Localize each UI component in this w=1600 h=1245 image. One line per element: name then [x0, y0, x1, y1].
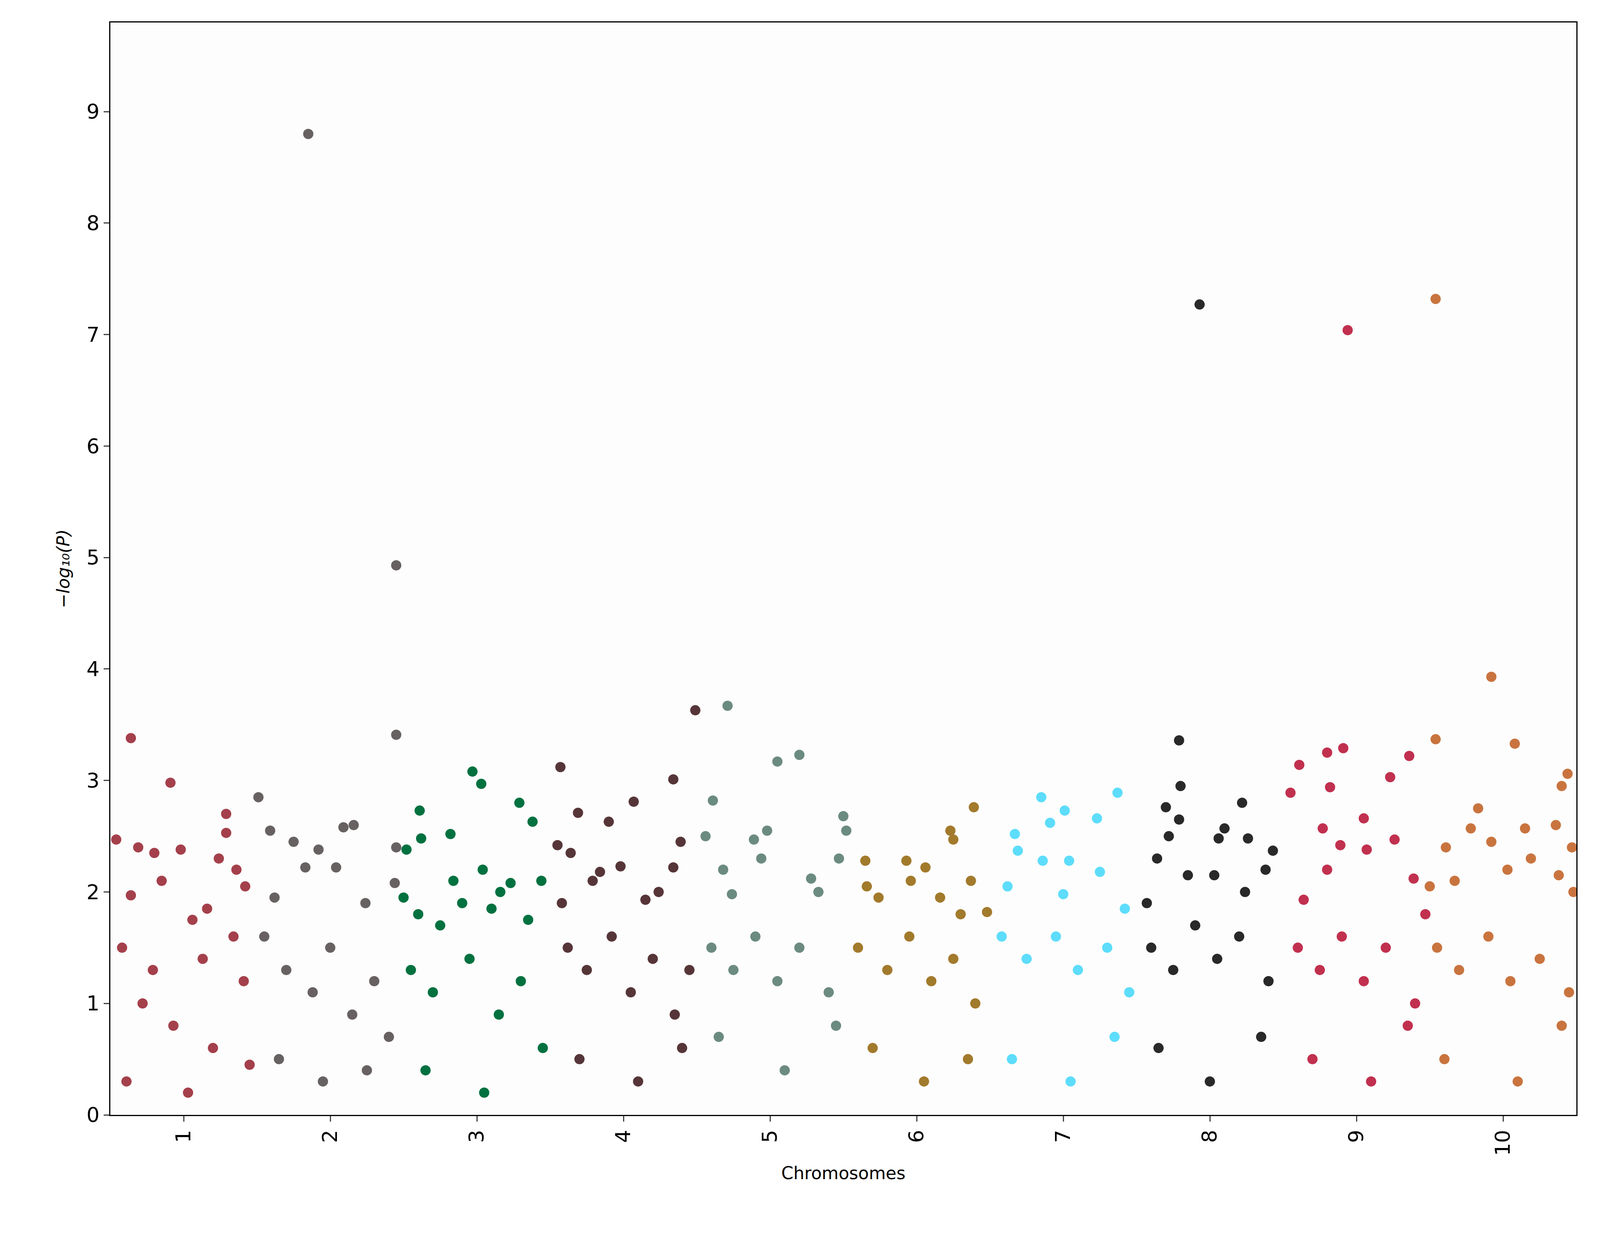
svg-text:8: 8 — [1197, 1129, 1222, 1143]
svg-text:6: 6 — [86, 434, 100, 458]
svg-text:5: 5 — [86, 545, 100, 570]
svg-text:1: 1 — [171, 1129, 196, 1143]
svg-text:7: 7 — [1051, 1129, 1075, 1143]
svg-text:9: 9 — [86, 99, 100, 124]
svg-text:Chromosomes: Chromosomes — [781, 1162, 906, 1183]
svg-text:1: 1 — [86, 991, 100, 1015]
svg-text:2: 2 — [86, 880, 100, 904]
svg-text:7: 7 — [86, 322, 100, 347]
svg-text:−log₁₀(P): −log₁₀(P) — [53, 528, 74, 608]
svg-text:4: 4 — [611, 1129, 635, 1143]
svg-text:3: 3 — [86, 768, 100, 793]
svg-text:8: 8 — [86, 211, 100, 235]
svg-text:6: 6 — [904, 1129, 929, 1143]
svg-text:4: 4 — [86, 656, 100, 681]
svg-text:5: 5 — [757, 1129, 782, 1143]
svg-text:9: 9 — [1344, 1129, 1368, 1143]
svg-text:0: 0 — [86, 1102, 100, 1127]
svg-text:10: 10 — [1490, 1129, 1515, 1156]
svg-text:3: 3 — [464, 1129, 489, 1143]
svg-text:2: 2 — [318, 1129, 342, 1143]
